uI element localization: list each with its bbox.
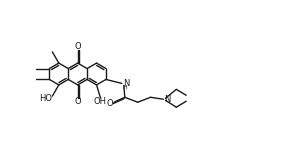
Text: H: H — [123, 85, 128, 90]
Text: O: O — [74, 42, 81, 51]
Text: OH: OH — [94, 97, 107, 106]
Text: O: O — [74, 97, 81, 106]
Text: N: N — [123, 79, 129, 88]
Text: O: O — [107, 99, 113, 108]
Text: N: N — [164, 95, 171, 104]
Text: HO: HO — [39, 94, 52, 103]
